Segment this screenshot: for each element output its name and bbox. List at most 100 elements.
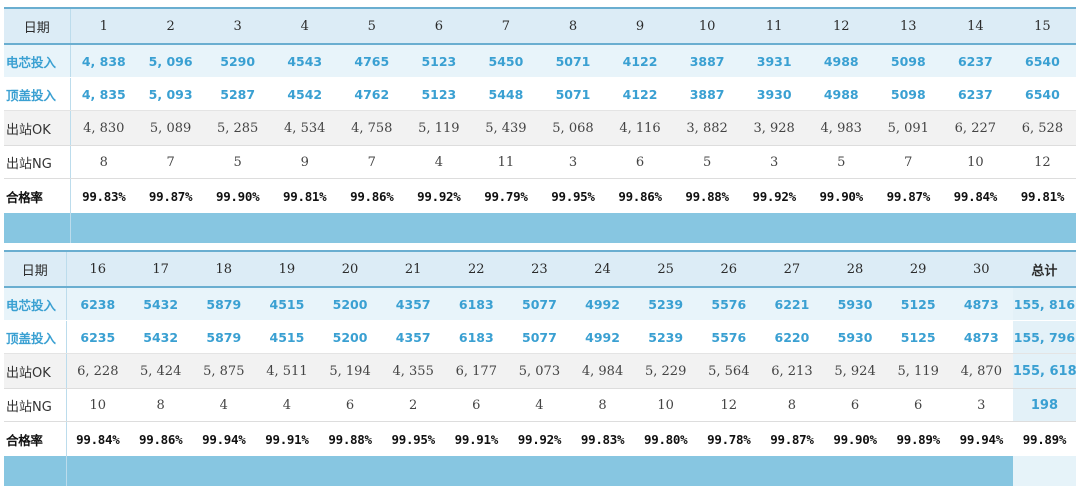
pass-rate-value: 99.88% (673, 178, 741, 213)
cell-input-label: 电芯投入 (4, 44, 71, 78)
out-ok-value: 5, 119 (886, 353, 950, 389)
out-ng-value: 10 (941, 145, 1009, 179)
cell-input-value: 4122 (606, 44, 674, 78)
out-ok-value: 5, 091 (874, 110, 942, 146)
band-cell (539, 213, 607, 243)
pass-rate-value: 99.92% (507, 421, 571, 456)
out-ng-value: 6 (606, 145, 674, 179)
out-ng-value: 12 (1008, 145, 1076, 179)
pass-rate-label: 合格率 (4, 421, 67, 456)
lid-input-value: 4122 (606, 77, 674, 111)
band-cell (129, 456, 193, 486)
pass-rate-value: 99.89% (886, 421, 950, 456)
out-ng-value: 3 (539, 145, 607, 179)
cell-input-value: 6540 (1008, 44, 1076, 78)
day-cell: 9 (606, 7, 674, 45)
day-cell: 15 (1008, 7, 1076, 45)
day-cell: 6 (405, 7, 473, 45)
out-ok-value: 4, 511 (255, 353, 319, 389)
cell-input-value: 5450 (472, 44, 540, 78)
out-ng-value: 5 (673, 145, 741, 179)
out-ng-value: 10 (634, 388, 698, 422)
out-ng-value: 7 (874, 145, 942, 179)
pass-rate-value: 99.90% (204, 178, 272, 213)
total-out-ok-value: 155, 618 (1012, 353, 1076, 389)
band-cell (823, 456, 887, 486)
out-ok-value: 5, 089 (137, 110, 205, 146)
out-ok-value: 5, 424 (129, 353, 193, 389)
band-cell (204, 213, 272, 243)
out-ok-row: 出站OK 6, 228 5, 424 5, 875 4, 511 5, 194 4, 355… (4, 353, 1076, 389)
total-band-cell (1012, 456, 1076, 486)
pass-rate-value: 99.83% (571, 421, 635, 456)
out-ok-value: 4, 870 (949, 353, 1013, 389)
pass-rate-value: 99.90% (823, 421, 887, 456)
band-cell (606, 213, 674, 243)
lid-input-value: 5930 (823, 320, 887, 354)
out-ng-value: 4 (507, 388, 571, 422)
daily-yield-table-days-16-30: 日期 16 17 18 19 20 21 22 23 24 25 26 27 28 29 30 总计 电芯投入 62… (4, 250, 1076, 486)
out-ok-row: 出站OK 4, 830 5, 089 5, 285 4, 534 4, 758 5, 119… (4, 110, 1076, 146)
pass-rate-value: 99.87% (760, 421, 824, 456)
out-ok-value: 4, 983 (807, 110, 875, 146)
cell-input-value: 5239 (634, 287, 698, 321)
out-ok-value: 4, 116 (606, 110, 674, 146)
cell-input-value: 5123 (405, 44, 473, 78)
out-ok-value: 4, 355 (381, 353, 445, 389)
band-cell (634, 456, 698, 486)
day-cell: 24 (571, 250, 635, 288)
lid-input-value: 6540 (1008, 77, 1076, 111)
out-ok-value: 5, 073 (507, 353, 571, 389)
out-ok-value: 5, 229 (634, 353, 698, 389)
pass-rate-value: 99.95% (381, 421, 445, 456)
day-cell: 4 (271, 7, 339, 45)
out-ok-value: 3, 882 (673, 110, 741, 146)
pass-rate-value: 99.91% (444, 421, 508, 456)
out-ok-label: 出站OK (4, 353, 67, 389)
out-ng-value: 6 (823, 388, 887, 422)
day-cell: 27 (760, 250, 824, 288)
day-cell: 5 (338, 7, 406, 45)
band-cell (949, 456, 1013, 486)
out-ok-value: 6, 528 (1008, 110, 1076, 146)
lid-input-value: 5123 (405, 77, 473, 111)
pass-rate-value: 99.83% (70, 178, 138, 213)
lid-input-value: 5071 (539, 77, 607, 111)
footer-band-row (4, 213, 1076, 243)
lid-input-value: 5, 093 (137, 77, 205, 111)
pass-rate-value: 99.80% (634, 421, 698, 456)
pass-rate-value: 99.92% (740, 178, 808, 213)
day-cell: 16 (66, 250, 130, 288)
lid-input-value: 5200 (318, 320, 382, 354)
day-cell: 20 (318, 250, 382, 288)
out-ok-value: 6, 177 (444, 353, 508, 389)
lid-input-value: 6235 (66, 320, 130, 354)
out-ok-value: 5, 924 (823, 353, 887, 389)
cell-input-label: 电芯投入 (4, 287, 67, 321)
lid-input-value: 4992 (571, 320, 635, 354)
date-row: 日期 16 17 18 19 20 21 22 23 24 25 26 27 28 29 30 总计 (4, 250, 1076, 288)
out-ok-value: 3, 928 (740, 110, 808, 146)
lid-input-value: 5287 (204, 77, 272, 111)
out-ok-value: 6, 213 (760, 353, 824, 389)
day-cell: 14 (941, 7, 1009, 45)
band-cell (70, 213, 138, 243)
cell-input-value: 4515 (255, 287, 319, 321)
cell-input-value: 4765 (338, 44, 406, 78)
cell-input-value: 5290 (204, 44, 272, 78)
out-ng-value: 8 (571, 388, 635, 422)
out-ok-value: 4, 534 (271, 110, 339, 146)
band-cell (318, 456, 382, 486)
cell-input-value: 4988 (807, 44, 875, 78)
day-cell: 8 (539, 7, 607, 45)
out-ok-value: 5, 875 (192, 353, 256, 389)
lid-input-row: 顶盖投入 4, 835 5, 093 5287 4542 4762 5123 5448 5071… (4, 77, 1076, 111)
total-header: 总计 (1012, 250, 1076, 288)
cell-input-row: 电芯投入 6238 5432 5879 4515 5200 4357 6183 5077 4992… (4, 287, 1076, 321)
date-row: 日期 1 2 3 4 5 6 7 8 9 10 11 12 13 14 15 (4, 7, 1076, 45)
pass-rate-value: 99.95% (539, 178, 607, 213)
out-ng-value: 6 (318, 388, 382, 422)
lid-input-value: 6220 (760, 320, 824, 354)
band-cell (271, 213, 339, 243)
band-cell (760, 456, 824, 486)
